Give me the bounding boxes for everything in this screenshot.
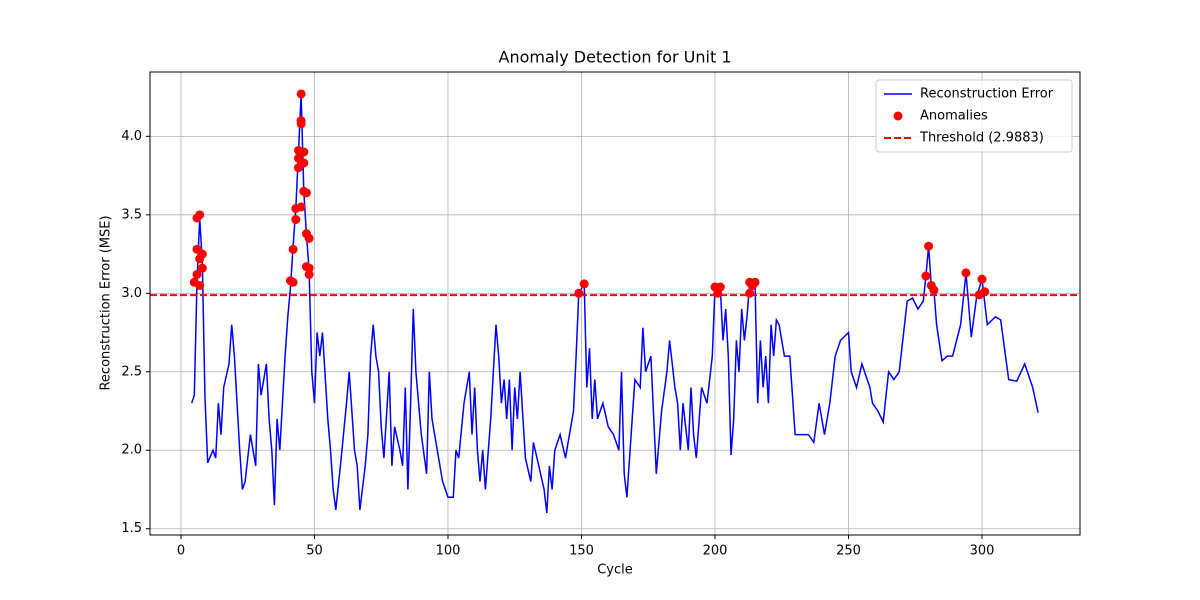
anomaly-point	[921, 271, 931, 281]
anomaly-point	[924, 241, 934, 251]
anomaly-point	[296, 119, 306, 129]
chart-title: Anomaly Detection for Unit 1	[499, 48, 732, 67]
anomaly-point	[579, 279, 589, 289]
x-tick-label: 300	[970, 544, 995, 559]
x-tick-label: 200	[703, 544, 728, 559]
x-tick-label: 50	[306, 544, 323, 559]
legend-label: Threshold (2.9883)	[919, 131, 1044, 146]
x-tick-label: 250	[836, 544, 861, 559]
y-tick-label: 1.5	[121, 521, 142, 536]
legend-label: Reconstruction Error	[920, 87, 1054, 102]
anomaly-point	[296, 89, 306, 99]
x-tick-label: 150	[569, 544, 594, 559]
x-tick-label: 100	[436, 544, 461, 559]
anomaly-point	[192, 269, 202, 279]
x-axis-label: Cycle	[597, 563, 633, 578]
anomaly-point	[288, 277, 298, 287]
anomaly-point	[291, 215, 301, 225]
x-tick-label: 0	[177, 544, 185, 559]
anomaly-point	[750, 277, 760, 287]
anomaly-point	[574, 288, 584, 298]
anomaly-point	[304, 269, 314, 279]
anomaly-point	[197, 249, 207, 259]
anomaly-point	[304, 233, 314, 243]
legend-label: Anomalies	[920, 109, 988, 124]
anomaly-point	[299, 158, 309, 168]
anomaly-point	[980, 287, 990, 297]
y-tick-label: 3.5	[121, 207, 142, 222]
anomaly-point	[195, 210, 205, 220]
anomaly-point	[304, 263, 314, 273]
legend: Reconstruction Error Anomalies Threshold (…	[875, 79, 1073, 153]
anomaly-point	[977, 274, 987, 284]
y-tick-label: 2.5	[121, 364, 142, 379]
anomaly-point	[301, 188, 311, 198]
anomaly-point	[929, 285, 939, 295]
anomaly-point	[296, 202, 306, 212]
y-tick-label: 4.0	[121, 129, 142, 144]
anomaly-point	[288, 244, 298, 254]
anomaly-point	[961, 268, 971, 278]
y-tick-label: 2.0	[121, 443, 142, 458]
y-axis-label: Reconstruction Error (MSE)	[99, 215, 114, 390]
legend-marker	[893, 111, 903, 121]
anomaly-point	[197, 263, 207, 273]
error-line	[190, 93, 1039, 514]
anomaly-point	[715, 282, 725, 292]
anomaly-point	[299, 147, 309, 157]
anomaly-point	[195, 280, 205, 290]
anomaly-point	[745, 288, 755, 298]
plot-frame	[149, 71, 1081, 536]
y-tick-label: 3.0	[121, 286, 142, 301]
legend-box	[875, 79, 1073, 153]
